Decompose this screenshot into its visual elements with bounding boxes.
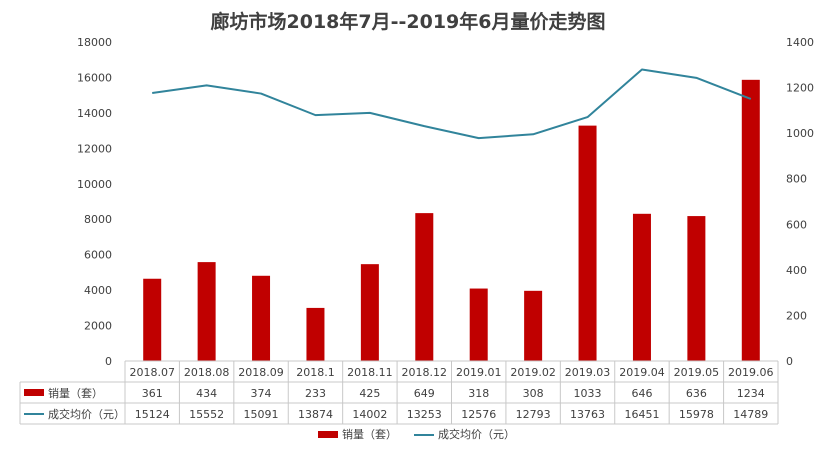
bar-value-label: 308 — [523, 387, 544, 400]
legend-bar-label: 销量（套） — [342, 427, 397, 441]
bar-value-label: 318 — [468, 387, 489, 400]
left-tick-label: 4000 — [84, 284, 112, 297]
line-value-label: 14002 — [352, 408, 387, 421]
left-axis-ticks: 0 2000 4000 6000 8000 10000 12000 14000 16000 180… — [77, 36, 112, 368]
bars-group — [143, 79, 760, 362]
bar — [415, 213, 434, 361]
line-series-row-label: 成交均价（元） — [48, 407, 125, 421]
category-label: 2018.07 — [129, 366, 175, 379]
right-tick-label: 1000 — [786, 127, 814, 140]
category-label: 2019.04 — [619, 366, 665, 379]
right-tick-label: 1200 — [786, 82, 814, 95]
category-label: 2019.05 — [674, 366, 720, 379]
bar-value-label: 434 — [196, 387, 217, 400]
bar — [197, 262, 216, 361]
right-tick-label: 1400 — [786, 36, 814, 49]
legend: 销量（套） 成交均价（元） — [318, 427, 515, 441]
right-tick-label: 400 — [786, 264, 807, 277]
line-value-label: 16451 — [624, 408, 659, 421]
category-label: 2019.03 — [565, 366, 611, 379]
bar-value-label: 233 — [305, 387, 326, 400]
bar-value-label: 425 — [359, 387, 380, 400]
category-label: 2019.06 — [728, 366, 774, 379]
right-tick-label: 800 — [786, 173, 807, 186]
left-tick-label: 6000 — [84, 249, 112, 262]
left-tick-label: 2000 — [84, 320, 112, 333]
line-value-label: 15978 — [679, 408, 714, 421]
category-label: 2018.12 — [402, 366, 448, 379]
line-value-label: 12576 — [461, 408, 496, 421]
line-value-label: 12793 — [516, 408, 551, 421]
bar-value-label: 646 — [631, 387, 652, 400]
bar — [252, 275, 271, 361]
category-label: 2019.02 — [510, 366, 556, 379]
category-label: 2018.1 — [296, 366, 335, 379]
bar — [360, 264, 379, 361]
line-value-label: 13253 — [407, 408, 442, 421]
left-tick-label: 14000 — [77, 107, 112, 120]
left-tick-label: 0 — [105, 355, 112, 368]
right-tick-label: 0 — [786, 355, 793, 368]
bar-series-row-label: 销量（套） — [48, 386, 103, 400]
bar — [469, 288, 488, 361]
data-table: 2018.07 361 15124 2018.08 434 15552 2018.09 374… — [19, 360, 779, 425]
bar — [306, 307, 325, 361]
line-value-label: 13763 — [570, 408, 605, 421]
bar-value-label: 361 — [142, 387, 163, 400]
bar — [578, 125, 597, 362]
bar-value-label: 636 — [686, 387, 707, 400]
bar-value-label: 1234 — [737, 387, 765, 400]
category-label: 2019.01 — [456, 366, 502, 379]
line-value-label: 15552 — [189, 408, 224, 421]
left-tick-label: 10000 — [77, 178, 112, 191]
price-line — [152, 68, 752, 140]
bar-value-label: 1033 — [574, 387, 602, 400]
left-tick-label: 12000 — [77, 142, 112, 155]
line-value-label: 15124 — [135, 408, 170, 421]
line-value-label: 14789 — [733, 408, 768, 421]
left-tick-label: 8000 — [84, 213, 112, 226]
left-tick-label: 18000 — [77, 36, 112, 49]
category-label: 2018.08 — [184, 366, 230, 379]
legend-line-label: 成交均价（元） — [438, 427, 515, 441]
bar — [632, 213, 651, 361]
line-value-label: 13874 — [298, 408, 333, 421]
right-tick-label: 200 — [786, 309, 807, 322]
left-tick-label: 16000 — [77, 71, 112, 84]
bar — [741, 79, 760, 362]
legend-bar-swatch — [318, 431, 338, 438]
bar-value-label: 649 — [414, 387, 435, 400]
line-group — [152, 68, 752, 140]
right-tick-label: 600 — [786, 218, 807, 231]
bar-value-label: 374 — [251, 387, 272, 400]
category-label: 2018.09 — [238, 366, 284, 379]
category-label: 2018.11 — [347, 366, 393, 379]
bar-series-key — [24, 389, 44, 396]
bar — [524, 290, 543, 361]
line-value-label: 15091 — [244, 408, 279, 421]
right-axis-ticks: 0 200 400 600 800 1000 1200 1400 — [786, 36, 814, 368]
chart-title: 廊坊市场2018年7月--2019年6月量价走势图 — [211, 10, 606, 33]
bar — [687, 216, 706, 361]
bar — [143, 278, 162, 361]
